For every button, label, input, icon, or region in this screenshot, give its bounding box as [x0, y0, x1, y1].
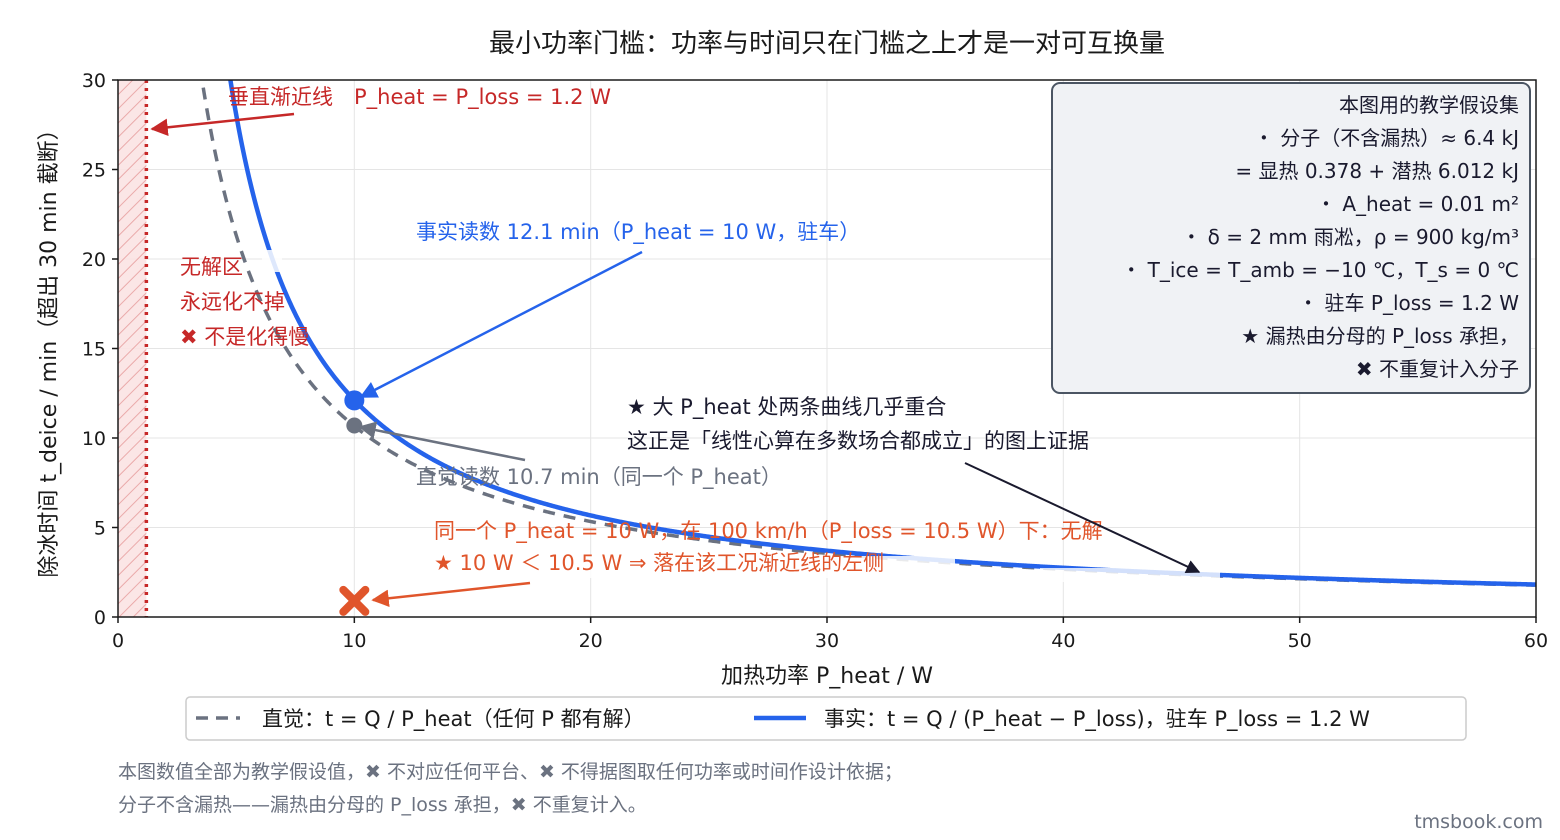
series-fact-line [228, 80, 1536, 587]
legend [185, 696, 1467, 741]
y-tick-label: 0 [94, 607, 106, 629]
no-solution-label-3: ✖ 不是化得慢 [180, 325, 309, 349]
label-halo [1040, 568, 1220, 582]
highway-annotation-1: 同一个 P_heat = 10 W，在 100 km/h（P_loss = 10… [434, 519, 1103, 544]
label-halo [555, 556, 955, 578]
no-solution-x-marker [339, 585, 370, 616]
x-tick-label: 50 [1288, 630, 1312, 652]
fact-reading-point [344, 390, 365, 411]
data-points [339, 390, 370, 616]
legend-label-fact: 事实：t = Q / (P_heat − P_loss)，驻车 P_loss =… [824, 707, 1370, 732]
y-tick-label: 5 [94, 518, 106, 540]
y-tick-label: 10 [82, 428, 106, 450]
assumption-line: ・ 驻车 P_loss = 1.2 W [1298, 291, 1519, 315]
y-tick-label: 25 [82, 160, 106, 182]
label-halo [262, 250, 282, 272]
convergence-arrow [964, 462, 1201, 574]
convergence-annotation-1: ★ 大 P_heat 处两条曲线几乎重合 [627, 395, 946, 420]
x-tick-label: 10 [342, 630, 366, 652]
fact-reading-arrow [359, 250, 643, 399]
fact-reading-annotation: 事实读数 12.1 min（P_heat = 10 W，驻车） [416, 220, 860, 245]
x-axis-label: 加热功率 P_heat / W [721, 664, 933, 689]
watermark: tmsbook.com [1414, 811, 1543, 833]
x-tick-label: 60 [1524, 630, 1548, 652]
y-tick-label: 20 [82, 249, 106, 271]
intuition-reading-point [346, 417, 363, 434]
convergence-annotation-2: 这正是「线性心算在多数场合都成立」的图上证据 [627, 429, 1089, 453]
assumption-line: 本图用的教学假设集 [1339, 93, 1519, 117]
no-solution-zone [118, 80, 147, 617]
y-axis-ticks: 0 5 10 15 20 25 30 [82, 70, 118, 629]
y-tick-label: 30 [82, 70, 106, 92]
y-axis-label: 除冰时间 t_deice / min（超出 30 min 截断） [37, 118, 62, 577]
highway-annotation-2: ★ 10 W ＜ 10.5 W ⇒ 落在该工况渐近线的左侧 [434, 551, 884, 575]
assumption-box-lines: 本图用的教学假设集・ 分子（不含漏热）≈ 6.4 kJ = 显热 0.378 + … [1121, 93, 1519, 381]
x-tick-label: 30 [815, 630, 839, 652]
footnote-line-2: 分子不含漏热——漏热由分母的 P_loss 承担，✖ 不重复计入。 [118, 794, 647, 816]
no-solution-label-2: 永远化不掉 [180, 290, 285, 314]
asymptote-annotation: 垂直渐近线 P_heat = P_loss = 1.2 W [228, 85, 611, 110]
assumption-line: ・ A_heat = 0.01 m² [1316, 192, 1519, 216]
no-solution-label-1: 无解区 [180, 255, 243, 279]
intuition-reading-annotation: 直觉读数 10.7 min（同一个 P_heat） [416, 465, 782, 490]
highway-arrow [371, 581, 531, 608]
assumption-line: = 显热 0.378 + 潜热 6.012 kJ [1235, 159, 1519, 183]
intuition-reading-arrow [358, 421, 526, 462]
assumption-line: ★ 漏热由分母的 P_loss 承担， [1241, 324, 1519, 348]
assumption-line: ・ δ = 2 mm 雨凇，ρ = 900 kg/m³ [1181, 225, 1519, 249]
assumption-line: ✖ 不重复计入分子 [1356, 357, 1519, 381]
asymptote-arrow [150, 112, 295, 137]
x-axis-ticks: 0 10 20 30 40 50 60 [112, 617, 1548, 652]
chart-title: 最小功率门槛：功率与时间只在门槛之上才是一对可互换量 [489, 29, 1165, 59]
x-tick-label: 20 [579, 630, 603, 652]
x-tick-label: 0 [112, 630, 124, 652]
y-tick-label: 15 [82, 339, 106, 361]
assumption-box [1051, 82, 1531, 394]
assumption-line: ・ 分子（不含漏热）≈ 6.4 kJ [1254, 126, 1519, 150]
footnote-line-1: 本图数值全部为教学假设值，✖ 不对应任何平台、✖ 不得据图取任何功率或时间作设计… [118, 761, 903, 783]
legend-label-intuition: 直觉：t = Q / P_heat（任何 P 都有解） [262, 707, 645, 732]
x-tick-label: 40 [1051, 630, 1075, 652]
assumption-line: ・ T_ice = T_amb = −10 ℃，T_s = 0 ℃ [1121, 258, 1519, 282]
series-intuition-line [200, 80, 1536, 587]
